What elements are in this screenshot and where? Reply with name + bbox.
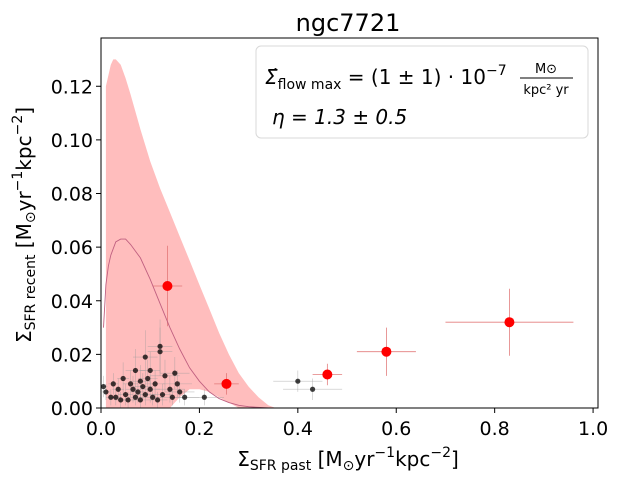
recent-bin-point — [221, 378, 232, 389]
y-axis-label: ΣSFR recent [M⊙yr−1kpc−2] — [10, 107, 39, 343]
y-label-sigma: Σ — [12, 330, 36, 343]
x-label-exp1: −1 — [374, 445, 395, 461]
annotation-flow-symbol: Σ̇ — [265, 65, 278, 89]
region-point — [127, 381, 134, 387]
region-point — [100, 383, 107, 390]
x-label-close: ] — [451, 447, 459, 471]
confidence-band — [105, 59, 276, 408]
recent-bin-point — [381, 346, 392, 357]
data-point-layer — [100, 281, 515, 403]
annotation-flow-sub: flow max — [278, 77, 342, 93]
region-point — [147, 386, 153, 392]
x-tick-label: 1.0 — [578, 418, 608, 440]
y-label-sun: ⊙ — [23, 211, 39, 223]
tick-layer: 0.0 0.2 0.4 0.6 0.8 1.0 0.00 0.02 0.04 0.06 0.08 0.… — [51, 76, 609, 440]
x-tick-label: 0.0 — [86, 418, 116, 440]
region-point — [123, 391, 129, 398]
region-point — [120, 375, 126, 382]
region-point — [108, 394, 114, 400]
y-tick-label: 0.00 — [51, 398, 93, 420]
annotation-box: Σ̇flow max = (1 ± 1) · 10−7 M⊙ kpc² yr η… — [255, 45, 589, 139]
region-point — [103, 389, 109, 395]
region-point — [118, 397, 124, 403]
region-point — [140, 383, 146, 390]
region-point — [154, 397, 161, 403]
x-tick-label: 0.6 — [381, 418, 411, 440]
region-point — [115, 386, 121, 392]
x-label-sub: SFR past — [250, 458, 312, 474]
region-point — [137, 378, 143, 384]
annotation-line-2: η = 1.3 ± 0.5 — [272, 105, 407, 129]
region-point — [130, 386, 136, 392]
region-point — [137, 397, 143, 403]
region-point — [167, 386, 173, 392]
region-point — [174, 381, 180, 387]
region-point — [309, 386, 316, 392]
y-tick-label: 0.02 — [51, 344, 93, 366]
x-axis-label: ΣSFR past [M⊙yr−1kpc−2] — [237, 445, 459, 474]
x-tick-label: 0.2 — [184, 418, 214, 440]
region-point — [169, 394, 175, 400]
region-point — [132, 394, 139, 400]
y-label-sub: SFR recent — [23, 254, 39, 330]
region-point — [182, 394, 188, 400]
x-tick-label: 0.4 — [283, 418, 313, 440]
annotation-flow-exp: −7 — [486, 63, 507, 79]
y-tick-label: 0.06 — [51, 237, 93, 259]
region-point — [110, 381, 116, 387]
recent-bin-point — [322, 369, 333, 380]
y-tick-label: 0.08 — [51, 184, 93, 206]
region-point — [172, 370, 178, 376]
region-point — [295, 378, 301, 384]
region-point — [125, 397, 131, 403]
plot-frame — [100, 37, 599, 409]
region-point — [157, 343, 163, 349]
x-label-exp2: −2 — [430, 445, 451, 461]
region-point — [150, 394, 156, 400]
x-label-yr: yr — [354, 447, 375, 471]
region-point — [113, 394, 119, 400]
y-tick-label: 0.10 — [51, 130, 93, 152]
x-label-units: [M — [318, 447, 343, 471]
region-point — [147, 367, 153, 374]
region-point — [152, 381, 158, 387]
y-label-close: ] — [12, 107, 36, 115]
model-line-layer — [103, 238, 510, 408]
region-point — [159, 391, 166, 398]
annotation-flow-value: = (1 ± 1) · 10 — [341, 65, 486, 89]
region-point — [177, 389, 183, 395]
x-tick-label: 0.8 — [480, 418, 510, 440]
annotation-line-1: Σ̇flow max = (1 ± 1) · 10−7 — [265, 63, 507, 93]
region-point — [135, 389, 141, 395]
y-label-exp2: −2 — [10, 115, 26, 136]
y-label-kpc: kpc — [12, 135, 36, 170]
y-label-units: [M — [12, 223, 36, 248]
x-label-kpc: kpc — [395, 447, 430, 471]
region-point — [201, 394, 207, 400]
annotation-frac-num: M⊙ — [535, 62, 557, 77]
region-point — [157, 349, 163, 355]
model-line — [103, 238, 510, 408]
y-tick-label: 0.04 — [51, 291, 93, 313]
annotation-frac-den: kpc² yr — [523, 83, 569, 98]
region-point — [132, 367, 139, 374]
region-point — [162, 373, 168, 379]
y-label-exp1: −1 — [10, 171, 26, 192]
y-label-yr: yr — [12, 191, 36, 212]
confidence-band-layer — [105, 59, 276, 408]
chart-title: ngc7721 — [296, 9, 401, 37]
region-point — [142, 354, 148, 360]
x-label-sun: ⊙ — [343, 458, 355, 474]
x-label-sigma: Σ — [237, 447, 250, 471]
region-point — [142, 391, 148, 398]
y-tick-label: 0.12 — [51, 76, 93, 98]
recent-bin-point — [162, 281, 173, 292]
recent-bin-point — [504, 317, 515, 328]
region-point — [145, 375, 151, 382]
